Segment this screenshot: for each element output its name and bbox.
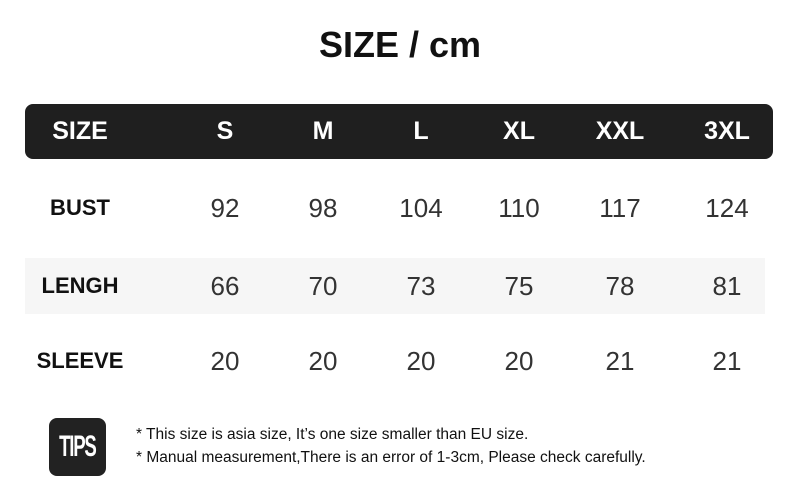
column-header: XXL [595, 117, 645, 145]
table-cell: 110 [498, 192, 540, 223]
column-header: S [216, 117, 234, 145]
row-label: BUST [50, 195, 110, 220]
tip-note: * Manual measurement,There is an error o… [136, 449, 646, 466]
column-header: SIZE [52, 117, 108, 145]
table-cell: 21 [605, 345, 635, 376]
table-cell: 20 [210, 345, 240, 376]
table-cell: 70 [308, 270, 338, 301]
table-cell: 92 [210, 192, 240, 223]
table-row: SLEEVE 20 20 20 20 21 21 [25, 333, 765, 389]
table-cell: 81 [712, 270, 742, 301]
table-cell: 98 [308, 192, 338, 223]
table-cell: 73 [406, 270, 436, 301]
table-cell: 20 [308, 345, 338, 376]
table-cell: 75 [504, 270, 534, 301]
column-header: 3XL [704, 117, 750, 145]
table-cell: 20 [504, 345, 534, 376]
table-cell: 66 [210, 270, 240, 301]
table-cell: 124 [705, 192, 749, 223]
table-header: SIZE S M L XL XXL 3XL [25, 104, 773, 159]
column-header: M [312, 117, 334, 145]
column-header: L [413, 117, 429, 145]
row-label: SLEEVE [36, 348, 124, 373]
table-row: BUST 92 98 104 110 117 124 [25, 180, 765, 236]
tips-badge: TIPS [49, 418, 106, 476]
column-header: XL [503, 117, 535, 145]
page-title: SIZE / cm [318, 24, 482, 65]
table-cell: 20 [406, 345, 436, 376]
row-label: LENGH [41, 273, 119, 298]
table-cell: 21 [712, 345, 742, 376]
table-row: LENGH 66 70 73 75 78 81 [25, 258, 765, 314]
table-cell: 117 [599, 192, 641, 223]
tips-badge-label: TIPS [59, 430, 97, 463]
table-cell: 78 [605, 270, 635, 301]
tip-note: * This size is asia size, It’s one size … [136, 426, 529, 443]
table-cell: 104 [399, 192, 443, 223]
